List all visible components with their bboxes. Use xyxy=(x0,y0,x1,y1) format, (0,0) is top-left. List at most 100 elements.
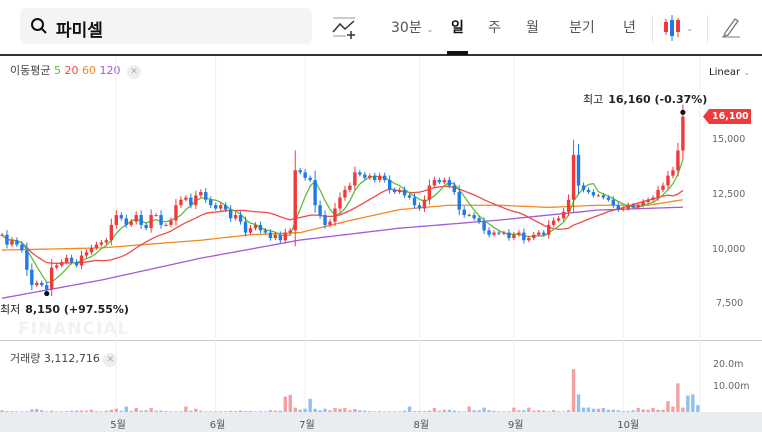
pencil-icon[interactable] xyxy=(721,16,741,42)
volume-bar xyxy=(159,410,163,412)
add-indicator-icon[interactable] xyxy=(332,16,358,44)
volume-bar xyxy=(611,409,616,412)
volume-bar xyxy=(243,411,248,412)
volume-bar xyxy=(10,411,14,412)
volume-bar xyxy=(278,410,283,412)
panel-divider[interactable] xyxy=(0,340,762,341)
candle xyxy=(174,205,178,221)
volume-bar xyxy=(194,408,198,412)
volume-bar xyxy=(487,410,491,412)
volume-bar xyxy=(303,408,307,412)
volume-bar xyxy=(417,411,422,412)
interval-dropdown[interactable]: 30분 ⌄ xyxy=(391,17,434,37)
volume-bar xyxy=(164,411,168,412)
candle xyxy=(10,240,14,245)
candle xyxy=(631,205,635,208)
volume-bar xyxy=(532,410,536,412)
volume-bar xyxy=(214,411,218,412)
candle xyxy=(626,205,630,209)
volume-chart[interactable] xyxy=(0,340,762,412)
candle xyxy=(104,240,109,243)
volume-bar xyxy=(636,408,640,412)
candle xyxy=(139,215,143,225)
tab-year[interactable]: 년 xyxy=(623,20,636,36)
candle xyxy=(308,177,312,181)
candle xyxy=(576,154,581,186)
volume-bar xyxy=(348,410,352,412)
candle xyxy=(223,205,228,210)
scale-dropdown[interactable]: Linear ⌄ xyxy=(709,67,750,78)
close-icon[interactable]: ✕ xyxy=(126,65,141,79)
candle xyxy=(288,230,292,233)
candle xyxy=(402,189,407,196)
volume-bar xyxy=(223,411,228,412)
volume-bar xyxy=(79,410,84,412)
volume-legend: 거래량 3,112,716 ✕ xyxy=(10,350,118,367)
volume-bar xyxy=(144,410,148,412)
candle xyxy=(517,232,521,235)
candle xyxy=(507,232,511,239)
search-icon xyxy=(30,17,48,39)
x-tick: 7월 xyxy=(299,420,315,431)
volume-bar xyxy=(30,409,34,412)
volume-bar xyxy=(308,398,312,412)
volume-bar xyxy=(40,410,44,412)
low-value: 8,150 (+97.55%) xyxy=(25,303,129,316)
volume-bar xyxy=(99,411,104,412)
volume-bar xyxy=(353,408,357,412)
close-icon[interactable]: ✕ xyxy=(103,353,118,367)
volume-bar xyxy=(601,408,606,412)
candle xyxy=(199,192,203,196)
candle xyxy=(353,172,357,186)
volume-bar xyxy=(258,411,263,412)
volume-title: 거래량 xyxy=(10,352,41,365)
volume-bar xyxy=(522,410,526,412)
y-tick: 7,500 xyxy=(716,298,744,309)
volume-bar xyxy=(457,411,461,412)
candle xyxy=(243,221,248,233)
ma60-label: 60 xyxy=(81,64,96,77)
ma-legend-title: 이동평균 xyxy=(10,64,51,77)
candle xyxy=(298,170,302,173)
candle xyxy=(482,221,486,231)
price-chart[interactable] xyxy=(0,56,762,340)
tab-day[interactable]: 일 xyxy=(451,20,464,36)
volume-bar xyxy=(318,410,322,412)
volume-bar xyxy=(89,409,94,412)
y-tick: 12,500 xyxy=(712,189,746,200)
candle xyxy=(129,221,133,225)
volume-tick: 10.00m xyxy=(713,381,750,392)
volume-bar xyxy=(119,410,123,412)
high-value: 16,160 (-0.37%) xyxy=(608,93,708,106)
volume-bar xyxy=(368,411,372,412)
ma120-label: 120 xyxy=(99,64,121,77)
candle xyxy=(119,215,123,219)
volume-bar xyxy=(691,394,695,412)
candle xyxy=(0,234,4,236)
volume-bar xyxy=(268,410,273,412)
candle xyxy=(348,185,352,190)
tab-quarter[interactable]: 분기 xyxy=(569,20,595,36)
candle xyxy=(502,232,506,234)
candle xyxy=(204,192,208,200)
candle xyxy=(412,197,417,206)
volume-bar xyxy=(492,410,496,412)
volume-bar xyxy=(209,411,213,412)
candle xyxy=(596,195,601,197)
tab-week[interactable]: 주 xyxy=(488,20,501,36)
y-tick: 15,000 xyxy=(712,134,746,145)
search-input[interactable]: 파미셀 xyxy=(20,8,312,44)
candle xyxy=(591,192,596,196)
tab-month[interactable]: 월 xyxy=(526,20,539,36)
candle xyxy=(542,232,546,235)
volume-bar xyxy=(154,410,158,412)
volume-bar xyxy=(422,411,427,412)
candle xyxy=(651,197,655,200)
volume-bar xyxy=(606,409,611,412)
volume-bar xyxy=(571,369,576,412)
candle-type-button[interactable]: ⌄ xyxy=(662,15,698,45)
candle xyxy=(358,172,362,175)
low-label: 최저 xyxy=(0,303,21,316)
candle xyxy=(566,199,571,212)
volume-bar xyxy=(134,408,138,412)
